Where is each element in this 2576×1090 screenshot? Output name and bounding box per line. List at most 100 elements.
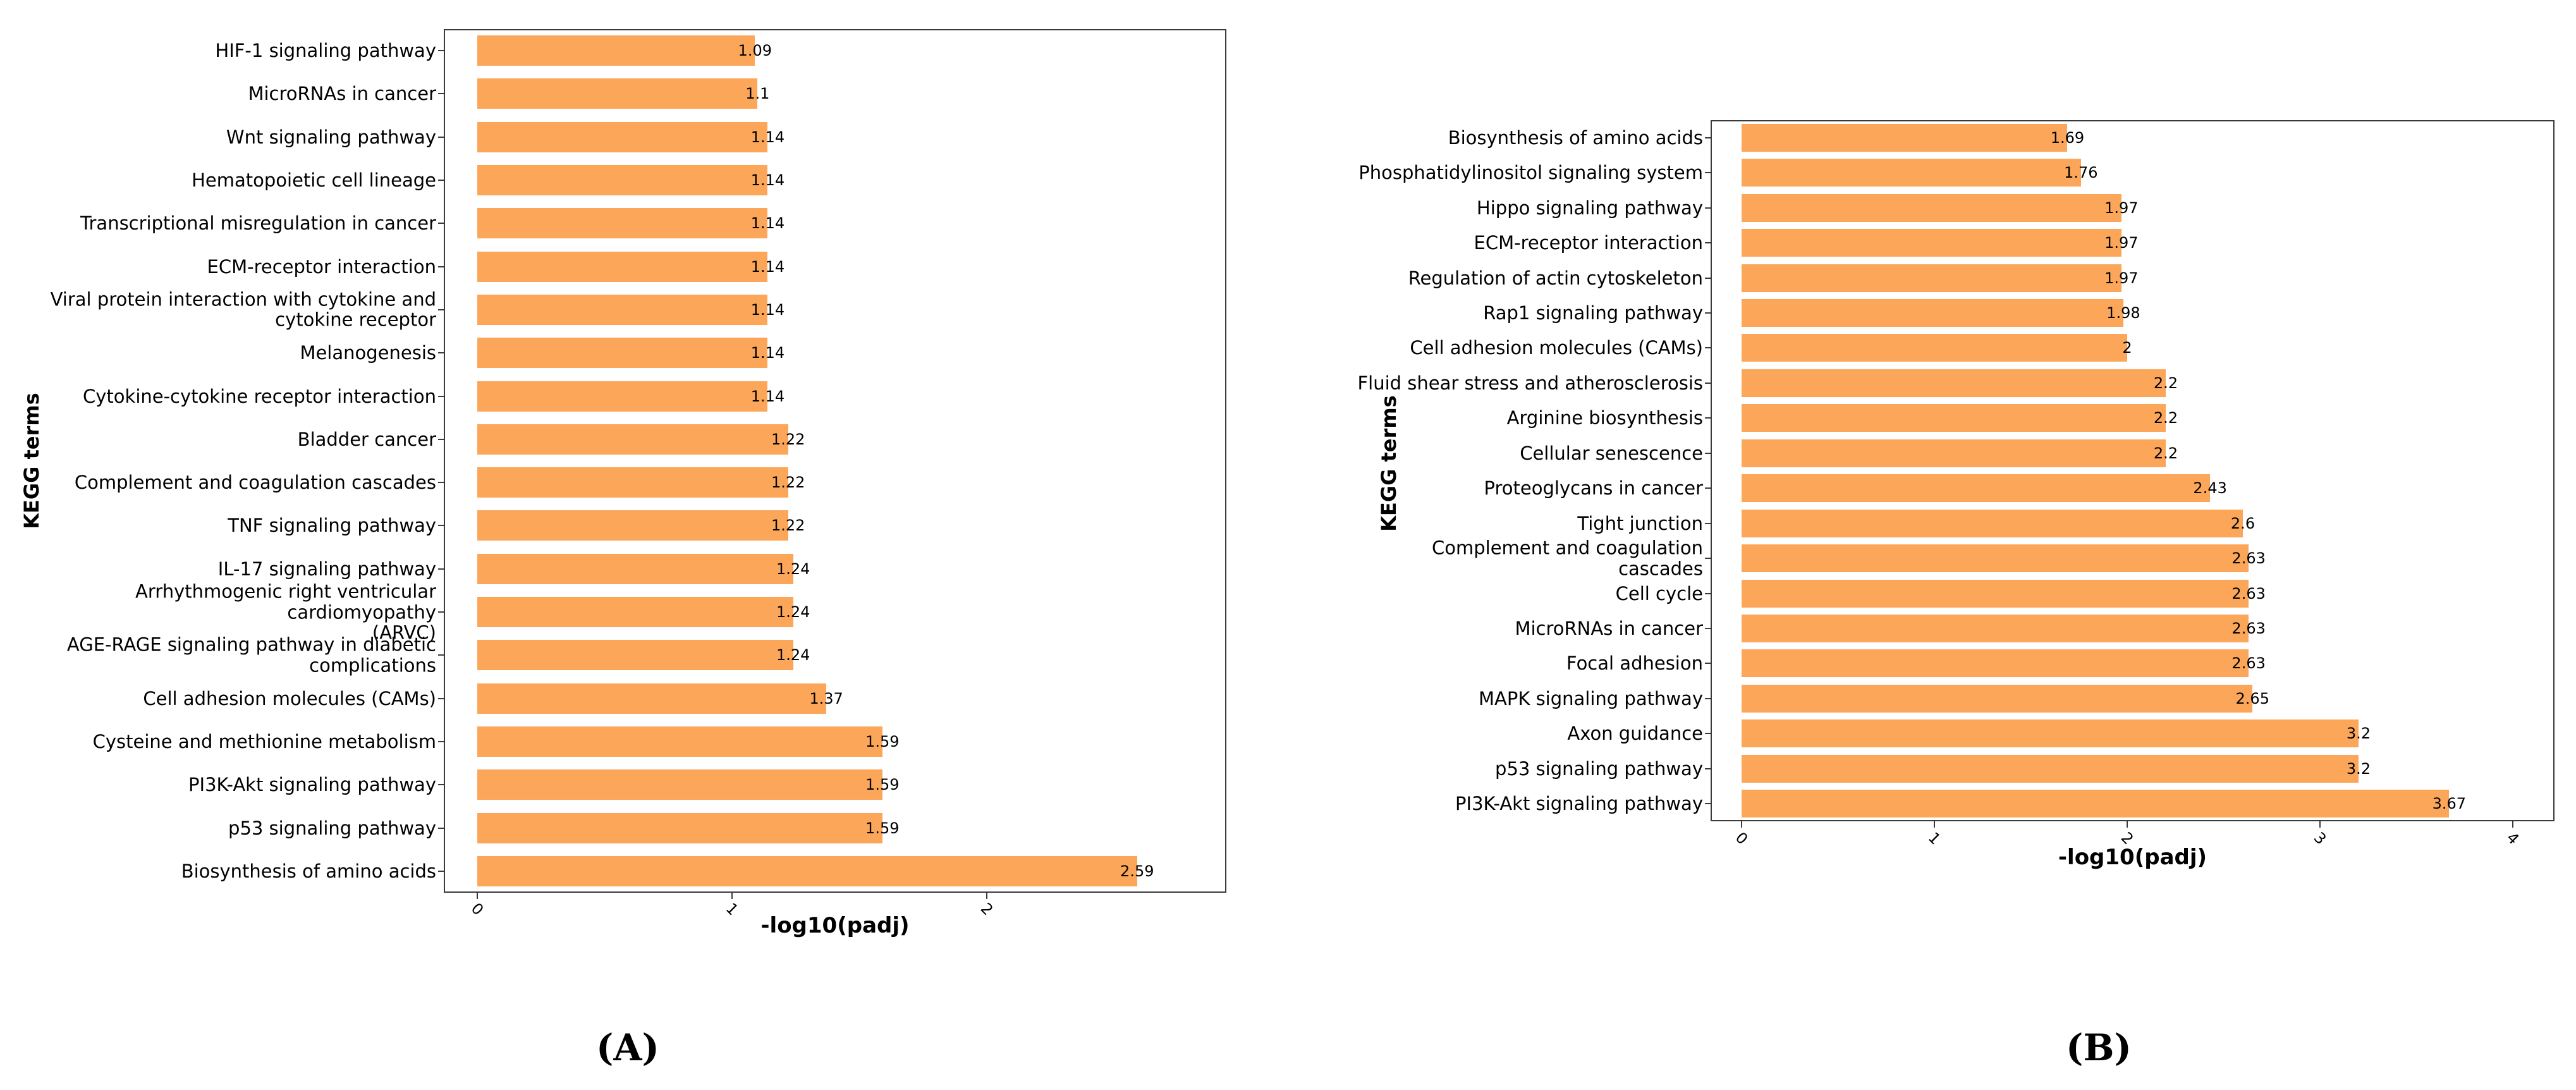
- bar: [1742, 615, 2249, 643]
- category-label: Melanogenesis: [300, 342, 436, 364]
- y-tick-mark: [1705, 733, 1711, 735]
- category-label: Transcriptional misregulation in cancer: [80, 212, 436, 235]
- bar: [1742, 193, 2121, 222]
- bar: [1742, 369, 2166, 397]
- category-label: Biosynthesis of amino acids: [1448, 126, 1703, 149]
- category-label: Cytokine-cytokine receptor interaction: [83, 385, 436, 407]
- category-label: Hippo signaling pathway: [1476, 197, 1703, 219]
- category-label: Complement and coagulation cascades: [74, 471, 436, 493]
- bar-value-label: 2.63: [2231, 584, 2266, 603]
- x-tick-label: 2: [977, 899, 997, 919]
- category-label: Arrhythmogenic right ventricular cardiom…: [135, 580, 436, 644]
- y-tick-mark: [438, 827, 444, 829]
- y-tick-mark: [1705, 487, 1711, 489]
- bar-value-label: 1.09: [738, 42, 772, 60]
- bar-value-label: 1.22: [771, 474, 805, 492]
- category-label: Phosphatidylinositol signaling system: [1358, 161, 1703, 183]
- bar: [1742, 159, 2081, 187]
- bar: [1742, 509, 2243, 537]
- category-label: p53 signaling pathway: [1495, 757, 1703, 780]
- bar-value-label: 1.14: [750, 387, 785, 405]
- x-tick-label: 0: [467, 899, 487, 919]
- y-tick-mark: [1705, 803, 1711, 805]
- bar-value-label: 1.59: [865, 732, 900, 750]
- y-tick-mark: [1705, 663, 1711, 664]
- category-label: HIF-1 signaling pathway: [215, 39, 436, 61]
- bar: [1742, 264, 2121, 292]
- bar: [477, 78, 758, 109]
- bar-value-label: 1.14: [750, 128, 785, 146]
- bar: [1742, 439, 2166, 467]
- x-tick-label: 0: [1731, 828, 1752, 848]
- y-tick-mark: [438, 395, 444, 397]
- y-tick-mark: [1705, 382, 1711, 384]
- bar: [477, 121, 768, 152]
- bar-value-label: 2.63: [2231, 654, 2266, 673]
- category-label: PI3K-Akt signaling pathway: [188, 774, 436, 796]
- y-tick-mark: [438, 266, 444, 267]
- y-tick-mark: [1705, 522, 1711, 524]
- y-tick-mark: [1705, 592, 1711, 594]
- category-label: MicroRNAs in cancer: [248, 83, 436, 105]
- x-tick-mark: [1741, 821, 1742, 828]
- x-tick-mark: [1934, 821, 1935, 828]
- bar-value-label: 1.97: [2104, 269, 2139, 287]
- bar-value-label: 1.22: [771, 517, 805, 535]
- bar: [1742, 754, 2359, 783]
- bar: [477, 726, 882, 757]
- bar: [477, 294, 768, 325]
- category-label: Cellular senescence: [1520, 442, 1703, 464]
- y-tick-mark: [1705, 347, 1711, 349]
- category-label: IL-17 signaling pathway: [217, 558, 436, 580]
- bar-value-label: 1.24: [776, 560, 810, 578]
- y-tick-mark: [438, 654, 444, 656]
- bar: [1742, 790, 2450, 818]
- bar: [477, 381, 768, 412]
- bar: [477, 640, 793, 671]
- bar-value-label: 1.59: [865, 819, 900, 837]
- bar-value-label: 2.2: [2153, 374, 2178, 392]
- bar-value-label: 3.2: [2346, 759, 2371, 778]
- category-label: Hematopoietic cell lineage: [192, 169, 436, 191]
- y-tick-mark: [1705, 242, 1711, 244]
- y-tick-mark: [1705, 417, 1711, 419]
- y-tick-mark: [1705, 172, 1711, 174]
- bar: [477, 855, 1137, 886]
- bar-value-label: 1.14: [750, 214, 785, 233]
- bar-value-label: 1.14: [750, 344, 785, 362]
- y-tick-mark: [438, 136, 444, 138]
- x-tick-mark: [2127, 821, 2128, 828]
- category-label: Biosynthesis of amino acids: [181, 860, 436, 882]
- bar-value-label: 1.24: [776, 646, 810, 664]
- category-label: Wnt signaling pathway: [226, 126, 436, 148]
- category-label: Viral protein interaction with cytokine …: [50, 288, 436, 331]
- plot-area: [444, 29, 1226, 893]
- caption-b: (B): [2066, 1026, 2132, 1069]
- y-axis-label: KEGG terms: [20, 393, 44, 529]
- category-label: Complement and coagulation cascades: [1431, 537, 1703, 580]
- x-tick-mark: [731, 893, 733, 899]
- x-axis-label: -log10(padj): [2058, 845, 2207, 870]
- y-tick-mark: [1705, 628, 1711, 630]
- y-tick-mark: [1705, 452, 1711, 454]
- bar-value-label: 3.67: [2432, 795, 2467, 813]
- category-label: ECM-receptor interaction: [1474, 231, 1703, 254]
- bar-value-label: 1.76: [2064, 164, 2098, 182]
- bar-value-label: 1.1: [745, 85, 770, 103]
- category-label: Rap1 signaling pathway: [1483, 302, 1703, 324]
- category-label: Regulation of actin cytoskeleton: [1408, 267, 1703, 289]
- x-tick-label: 1: [1924, 828, 1944, 848]
- category-label: Arginine biosynthesis: [1506, 407, 1703, 429]
- x-tick-mark: [2319, 821, 2321, 828]
- y-tick-mark: [438, 352, 444, 354]
- y-tick-mark: [1705, 277, 1711, 279]
- bar: [1742, 544, 2249, 573]
- category-label: PI3K-Akt signaling pathway: [1455, 793, 1703, 815]
- category-label: Tight junction: [1577, 512, 1703, 534]
- x-tick-mark: [2512, 821, 2513, 828]
- bar: [477, 165, 768, 196]
- bar-value-label: 1.97: [2104, 234, 2139, 252]
- bar: [477, 467, 788, 498]
- bar-value-label: 2.63: [2231, 620, 2266, 638]
- bar: [477, 769, 882, 800]
